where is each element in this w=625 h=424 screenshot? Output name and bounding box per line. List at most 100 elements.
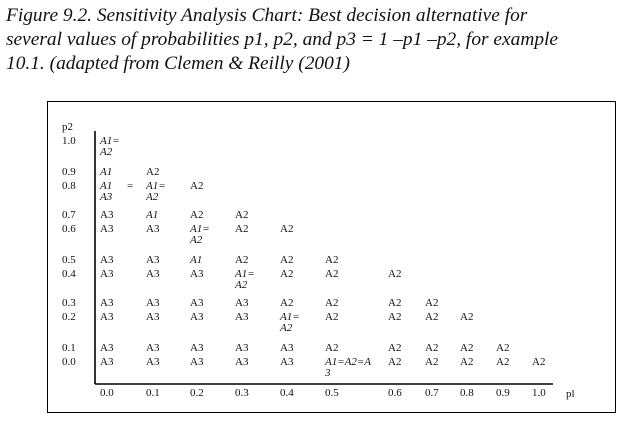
- y-tick-label: 0.3: [62, 297, 76, 309]
- cell-label: A2: [496, 356, 509, 368]
- cell-label: A2: [145, 191, 159, 203]
- cell-label: A2: [325, 311, 338, 323]
- cell-label: A3: [190, 297, 204, 309]
- cell-label: A3: [235, 297, 249, 309]
- cell-label: A3: [190, 342, 204, 354]
- x-tick-label: 0.4: [280, 387, 294, 399]
- cell-label: 3: [324, 367, 331, 379]
- cell-label: =: [127, 180, 133, 192]
- cell-label: A2: [146, 166, 159, 178]
- cell-label: A1: [189, 254, 202, 266]
- cell-label: A2: [325, 268, 338, 280]
- x-tick-label: 0.3: [235, 387, 249, 399]
- x-axis-label: pl: [566, 388, 575, 400]
- cell-label: A1: [99, 166, 112, 178]
- cell-label: A1: [99, 180, 112, 192]
- cell-label: A2: [325, 254, 338, 266]
- cell-label: A2: [388, 297, 401, 309]
- caption-line-1: Figure 9.2. Sensitivity Analysis Chart: …: [6, 5, 528, 26]
- cell-label: A2: [425, 342, 438, 354]
- cell-label: A3: [235, 311, 249, 323]
- cell-label: A1=: [234, 268, 255, 280]
- x-tick-label: 0.8: [460, 387, 474, 399]
- cell-label: A2: [280, 223, 293, 235]
- cell-label: A3: [100, 297, 114, 309]
- cell-label: A3: [100, 342, 114, 354]
- y-tick-label: 0.7: [62, 209, 76, 221]
- y-tick-label: 0.1: [62, 342, 76, 354]
- chart-frame: [47, 101, 616, 413]
- cell-label: A2: [189, 234, 203, 246]
- cell-label: A2: [280, 268, 293, 280]
- cell-label: A1=: [99, 135, 120, 147]
- cell-label: A2: [235, 209, 248, 221]
- cell-label: A2: [532, 356, 545, 368]
- cell-label: A2: [280, 297, 293, 309]
- x-tick-label: 0.2: [190, 387, 204, 399]
- cell-label: A3: [280, 342, 294, 354]
- cell-label: A2: [388, 311, 401, 323]
- cell-label: A3: [100, 268, 114, 280]
- cell-label: A3: [100, 254, 114, 266]
- cell-label: A3: [146, 223, 160, 235]
- cell-label: A2: [190, 180, 203, 192]
- x-tick-label: 0.0: [100, 387, 114, 399]
- cell-label: A3: [235, 356, 249, 368]
- y-tick-label: 0.0: [62, 356, 76, 368]
- cell-label: A3: [190, 356, 204, 368]
- cell-label: A3: [100, 223, 114, 235]
- cell-label: A2: [460, 356, 473, 368]
- cell-label: A2: [460, 342, 473, 354]
- x-tick-label: 0.5: [325, 387, 339, 399]
- cell-label: A2: [190, 209, 203, 221]
- cell-label: A2: [280, 254, 293, 266]
- y-axis-label: p2: [62, 121, 73, 133]
- cell-label: A3: [146, 342, 160, 354]
- cell-label: A1=: [189, 223, 210, 235]
- cell-label: A3: [190, 311, 204, 323]
- cell-label: A3: [190, 268, 204, 280]
- cell-label: A2: [388, 342, 401, 354]
- x-tick-label: 0.9: [496, 387, 510, 399]
- x-tick-label: 0.7: [425, 387, 439, 399]
- cell-label: A3: [146, 254, 160, 266]
- cell-label: A3: [280, 356, 294, 368]
- cell-label: A2: [496, 342, 509, 354]
- cell-label: A2: [234, 279, 248, 291]
- cell-label: A2: [235, 254, 248, 266]
- x-tick-label: 1.0: [532, 387, 546, 399]
- cell-label: A3: [146, 297, 160, 309]
- cell-label: A3: [100, 209, 114, 221]
- cell-label: A2: [99, 146, 113, 158]
- cell-label: A2: [388, 356, 401, 368]
- y-tick-label: 1.0: [62, 135, 76, 147]
- cell-label: A3: [100, 356, 114, 368]
- x-tick-label: 0.1: [146, 387, 160, 399]
- cell-label: A3: [146, 268, 160, 280]
- y-tick-label: 0.2: [62, 311, 76, 323]
- cell-label: A1=: [145, 180, 166, 192]
- y-tick-label: 0.5: [62, 254, 76, 266]
- cell-label: A3: [99, 191, 113, 203]
- y-tick-label: 0.8: [62, 180, 76, 192]
- cell-label: A2: [325, 342, 338, 354]
- y-tick-label: 0.6: [62, 223, 76, 235]
- cell-label: A2: [279, 322, 293, 334]
- cell-label: A2: [325, 297, 338, 309]
- cell-label: A2: [425, 311, 438, 323]
- cell-label: A2: [425, 297, 438, 309]
- cell-label: A1=A2=A: [324, 356, 371, 368]
- cell-label: A2: [425, 356, 438, 368]
- caption-line-3: 10.1. (adapted from Clemen & Reilly (200…: [6, 53, 350, 74]
- cell-label: A1=: [279, 311, 300, 323]
- figure-caption: Figure 9.2. Sensitivity Analysis Chart: …: [6, 4, 622, 76]
- cell-label: A3: [100, 311, 114, 323]
- y-tick-label: 0.4: [62, 268, 76, 280]
- cell-label: A2: [235, 223, 248, 235]
- cell-label: A3: [235, 342, 249, 354]
- cell-label: A2: [460, 311, 473, 323]
- x-tick-label: 0.6: [388, 387, 402, 399]
- cell-label: A3: [146, 311, 160, 323]
- cell-label: A2: [388, 268, 401, 280]
